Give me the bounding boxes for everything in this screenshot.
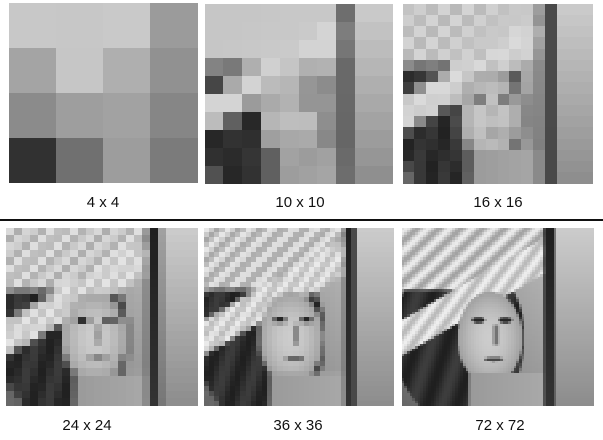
caption-72x72: 72 x 72	[475, 417, 525, 434]
pixelated-portrait-36x36	[204, 228, 394, 406]
pixelated-image-36x36	[204, 228, 394, 406]
caption-4x4: 4 x 4	[86, 194, 120, 211]
caption-10x10: 10 x 10	[275, 194, 325, 211]
pixelated-image-4x4	[9, 3, 198, 183]
caption-36x36: 36 x 36	[273, 417, 323, 434]
pixelated-image-24x24	[6, 228, 198, 406]
pixelated-portrait-24x24	[6, 228, 198, 406]
pixelated-portrait-16x16	[403, 4, 593, 184]
pixelated-portrait-4x4	[9, 3, 198, 183]
caption-24x24: 24 x 24	[62, 417, 112, 434]
pixelated-portrait-10x10	[205, 4, 393, 184]
pixelated-image-16x16	[403, 4, 593, 184]
pixelated-portrait-72x72	[402, 228, 594, 406]
row-divider	[0, 219, 603, 221]
caption-16x16: 16 x 16	[473, 194, 523, 211]
pixelated-image-10x10	[205, 4, 393, 184]
pixelated-image-72x72	[402, 228, 594, 406]
